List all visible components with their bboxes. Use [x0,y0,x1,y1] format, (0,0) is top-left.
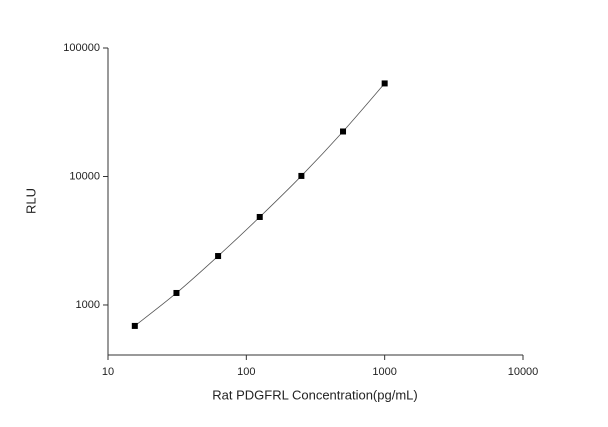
data-point [131,322,138,329]
data-point [215,253,222,260]
data-point [340,128,347,135]
x-tick-label: 10 [102,366,114,378]
y-axis-title: RLU [23,188,38,214]
y-tick-label: 100000 [63,42,100,54]
x-tick-label: 100 [237,366,255,378]
data-point [381,80,388,87]
fit-line [134,83,385,327]
x-axis-title: Rat PDGFRL Concentration(pg/mL) [212,387,417,402]
data-point [256,213,263,220]
y-tick-label: 10000 [69,170,100,182]
data-point [298,172,305,179]
y-tick-label: 1000 [76,299,100,311]
x-tick-label: 1000 [372,366,396,378]
data-point [173,289,180,296]
x-tick-label: 10000 [508,366,539,378]
